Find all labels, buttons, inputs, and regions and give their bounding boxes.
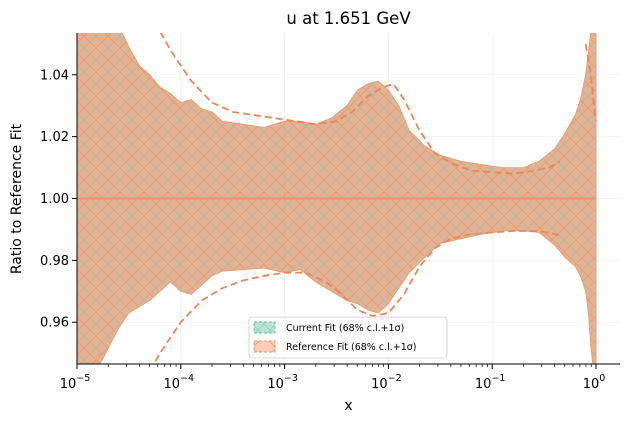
legend-label-reference: Reference Fit (68% c.l.+1σ)	[286, 342, 417, 353]
x-tick-label: 100	[583, 373, 606, 392]
y-tick-label: 0.98	[40, 254, 69, 269]
x-tick-label: 10−1	[475, 373, 506, 392]
y-ticks: 0.96 0.98 1.00 1.02 1.04	[40, 68, 77, 331]
legend-box	[248, 316, 448, 359]
legend-swatch-reference-hatch	[254, 341, 275, 352]
x-tick-label: 10−5	[60, 373, 91, 392]
x-tick-label: 10−4	[164, 373, 195, 392]
reference-upper-dashed	[159, 33, 561, 175]
y-tick-label: 1.04	[40, 68, 69, 83]
x-tick-label: 10−3	[267, 373, 298, 392]
x-tick-label: 10−2	[371, 373, 402, 392]
central-lines	[77, 33, 597, 364]
y-tick-label: 0.96	[40, 316, 69, 331]
x-axis-label: x	[344, 398, 352, 414]
reference-edge-dashed	[584, 43, 597, 122]
legend-swatch-current-hatch	[254, 322, 275, 333]
y-axis-label: Ratio to Reference Fit	[9, 123, 25, 274]
reference-lower-dashed	[152, 230, 560, 364]
dashed-bounds	[152, 33, 597, 364]
chart-title: u at 1.651 GeV	[286, 9, 411, 28]
x-ticks: 10−5 10−4 10−3 10−2 10−1 100	[60, 364, 606, 392]
y-tick-label: 1.00	[40, 192, 69, 207]
legend: Current Fit (68% c.l.+1σ) Reference Fit …	[248, 316, 448, 359]
legend-label-current: Current Fit (68% c.l.+1σ)	[286, 323, 404, 334]
y-tick-label: 1.02	[40, 130, 69, 145]
